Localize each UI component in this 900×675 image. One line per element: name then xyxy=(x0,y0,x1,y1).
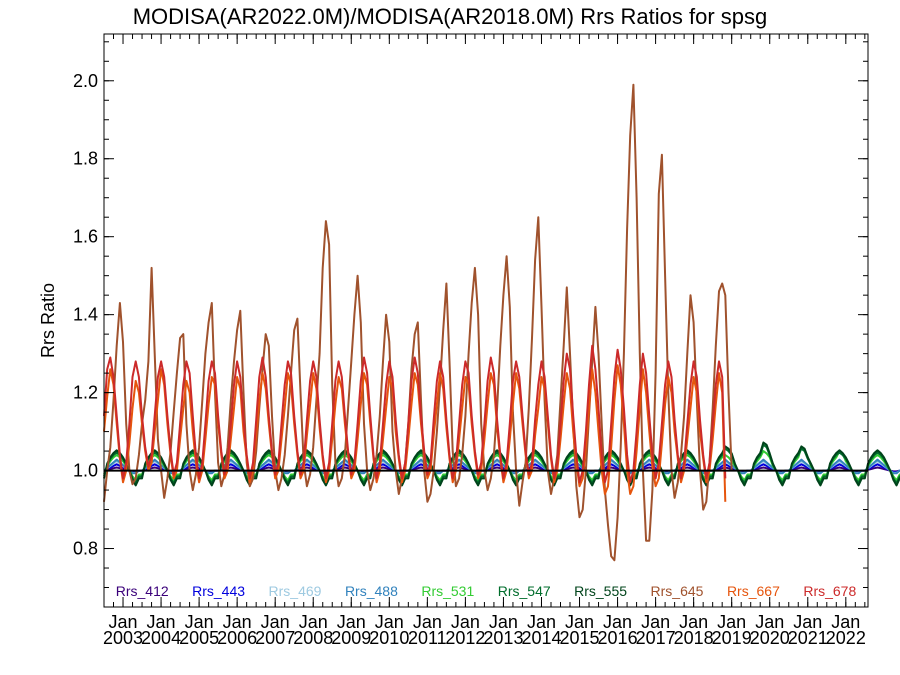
legend-item-rrs-412: Rrs_412 xyxy=(116,583,169,599)
legend-item-rrs-678: Rrs_678 xyxy=(803,583,856,599)
x-tick-label-month: Jan xyxy=(147,612,176,632)
plot-frame xyxy=(103,33,869,608)
x-axis: Jan2003Jan2004Jan2005Jan2006Jan2007Jan20… xyxy=(103,34,866,648)
x-tick-label-month: Jan xyxy=(527,612,556,632)
x-tick-label-month: Jan xyxy=(793,612,822,632)
x-tick-label-month: Jan xyxy=(831,612,860,632)
x-tick-label-year: 2016 xyxy=(598,628,638,648)
x-tick-label-month: Jan xyxy=(223,612,252,632)
y-axis-label: Rrs Ratio xyxy=(38,283,58,358)
x-tick-label-month: Jan xyxy=(109,612,138,632)
x-tick-label-year: 2010 xyxy=(369,628,409,648)
x-tick-label-month: Jan xyxy=(641,612,670,632)
x-tick-label-month: Jan xyxy=(261,612,290,632)
x-tick-label-year: 2006 xyxy=(217,628,257,648)
x-tick-label-year: 2007 xyxy=(255,628,295,648)
legend-item-rrs-667: Rrs_667 xyxy=(727,583,780,599)
x-tick-label-month: Jan xyxy=(375,612,404,632)
legend-item-rrs-555: Rrs_555 xyxy=(574,583,627,599)
y-tick-label: 1.2 xyxy=(73,383,98,403)
y-tick-label: 2.0 xyxy=(73,71,98,91)
x-tick-label-year: 2015 xyxy=(559,628,599,648)
series-line-rrs-678 xyxy=(103,344,727,484)
series-line-rrs-667 xyxy=(103,364,727,502)
legend-item-rrs-645: Rrs_645 xyxy=(651,583,704,599)
legend-item-rrs-469: Rrs_469 xyxy=(269,583,322,599)
y-tick-label: 1.4 xyxy=(73,305,98,325)
x-tick-label-month: Jan xyxy=(489,612,518,632)
legend: Rrs_412 Rrs_443 Rrs_469 Rrs_488 Rrs_531 Rrs_5… xyxy=(116,583,857,599)
x-tick-label-year: 2013 xyxy=(483,628,523,648)
x-tick-label-year: 2008 xyxy=(293,628,333,648)
legend-item-rrs-443: Rrs_443 xyxy=(192,583,245,599)
x-tick-label-year: 2009 xyxy=(331,628,371,648)
x-tick-label-year: 2005 xyxy=(179,628,219,648)
x-tick-label-month: Jan xyxy=(565,612,594,632)
y-tick-label: 1.6 xyxy=(73,227,98,247)
legend-item-rrs-531: Rrs_531 xyxy=(421,583,474,599)
legend-item-rrs-547: Rrs_547 xyxy=(498,583,551,599)
x-tick-label-year: 2022 xyxy=(826,628,866,648)
x-tick-label-year: 2014 xyxy=(521,628,561,648)
x-tick-label-year: 2019 xyxy=(712,628,752,648)
x-tick-label-month: Jan xyxy=(679,612,708,632)
chart-title: MODISA(AR2022.0M)/MODISA(AR2018.0M) Rrs … xyxy=(132,4,768,29)
y-tick-label: 1.0 xyxy=(73,461,98,481)
x-tick-label-year: 2020 xyxy=(750,628,790,648)
x-tick-label-month: Jan xyxy=(755,612,784,632)
series-line-rrs-645 xyxy=(103,83,733,562)
x-tick-label-year: 2003 xyxy=(103,628,143,648)
x-tick-label-year: 2021 xyxy=(788,628,828,648)
y-tick-label: 1.8 xyxy=(73,149,98,169)
x-tick-label-month: Jan xyxy=(603,612,632,632)
x-tick-label-month: Jan xyxy=(451,612,480,632)
x-tick-label-month: Jan xyxy=(413,612,442,632)
x-tick-label-year: 2018 xyxy=(674,628,714,648)
legend-item-rrs-488: Rrs_488 xyxy=(345,583,398,599)
x-tick-label-year: 2011 xyxy=(408,628,447,648)
x-tick-label-month: Jan xyxy=(185,612,214,632)
x-tick-label-month: Jan xyxy=(337,612,366,632)
series-layer xyxy=(103,83,900,562)
x-tick-label-year: 2017 xyxy=(636,628,676,648)
x-tick-label-year: 2004 xyxy=(141,628,181,648)
x-tick-label-month: Jan xyxy=(717,612,746,632)
y-tick-label: 0.8 xyxy=(73,539,98,559)
y-axis: 0.8 1.0 1.2 1.4 1.6 1.8 2.0 xyxy=(73,41,868,589)
x-tick-label-year: 2012 xyxy=(445,628,485,648)
x-tick-label-month: Jan xyxy=(299,612,328,632)
